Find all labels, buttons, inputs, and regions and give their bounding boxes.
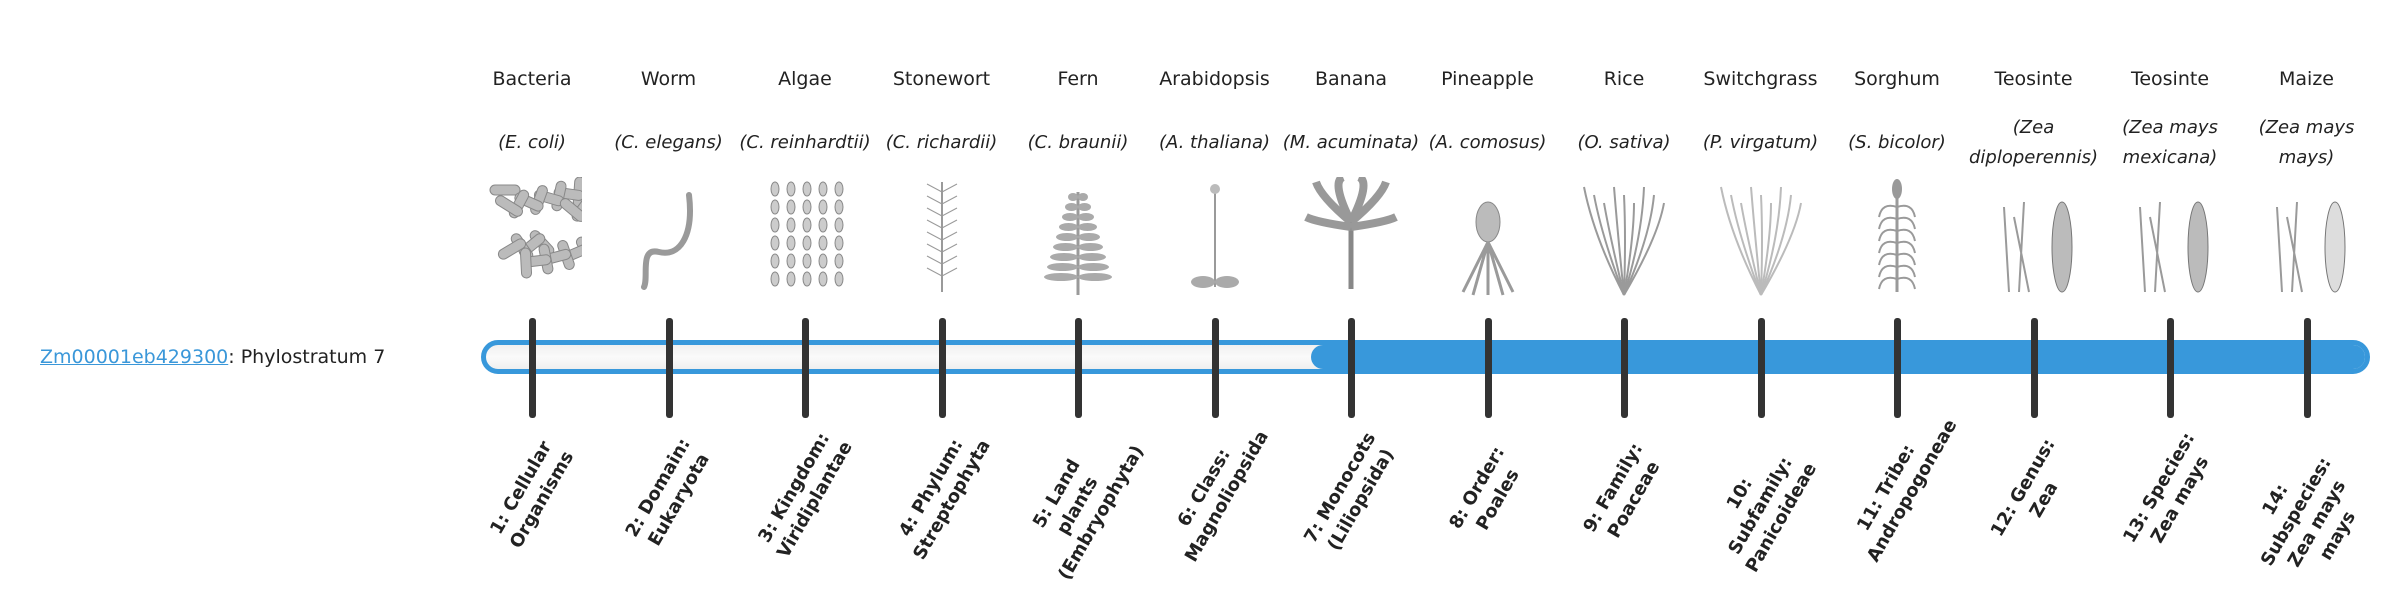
bacteria-illustration [482,176,597,297]
scientific-name-cell: (Zea mays mays) [2231,108,2383,178]
fern-illustration [1028,177,1128,297]
gene-id-link[interactable]: Zm00001eb429300 [40,346,229,368]
taxonomic-rank-label: 6: Class: Magnoliopsida [1173,427,1273,566]
common-name: Teosinte [2130,68,2210,90]
pineapple-illustration [1438,177,1538,297]
stratum-tick [1484,318,1492,418]
scientific-name-cell: (Zea mays mexicana) [2094,108,2246,178]
scientific-name: (C. richardii) [885,132,998,153]
phylostratum-bar [481,340,2370,374]
taxonomic-rank-label: 9: Family: Poaceae [1579,439,1665,542]
rice-illustration [1574,177,1674,297]
phylostratum-text: Phylostratum 7 [240,346,386,368]
scientific-name: (Zea mays mays) [2258,117,2355,168]
worm-illustration [619,177,719,297]
taxonomic-rank-label: 7: Monocots (Liliopsida) [1300,428,1399,555]
scientific-name: (Zea diploperennis) [1968,117,2099,168]
stratum-tick [938,318,946,418]
common-name: Switchgrass [1703,68,1818,90]
taxonomic-rank-label: 4: Phylum: Streptophyta [894,435,995,564]
scientific-name: (A. comosus) [1428,132,1547,153]
scientific-name: (E. coli) [498,132,566,153]
arabidopsis-illustration [1165,177,1265,297]
teosinte-illustration [1984,177,2084,297]
taxonomic-rank-label: 2: Domain: Eukaryota [620,434,714,550]
scientific-name: (Zea mays mexicana) [2122,117,2218,168]
taxonomic-rank-label: 13: Species: Zea mays [2119,429,2214,547]
stratum-tick [1211,318,1219,418]
stratum-tick [1348,318,1355,418]
scientific-name-cell: (C. elegans) [593,108,745,178]
scientific-name: (M. acuminata) [1282,132,1420,153]
common-name: Sorghum [1854,68,1940,90]
taxonomic-rank-label: 3: Kingdom: Viridiplantae [754,429,857,562]
scientific-name: (S. bicolor) [1848,132,1946,153]
banana-illustration [1301,173,1401,297]
common-name: Fern [1057,68,1099,90]
taxonomic-rank-label: 14: Subspecies: Zea mays mays [2256,453,2360,571]
teosinte-mexicana-illustration [2120,177,2220,297]
scientific-name-cell: (S. bicolor) [1821,108,1973,178]
maize-illustration [2257,177,2357,297]
scientific-name-cell: (M. acuminata) [1275,108,1427,178]
common-name: Banana [1314,68,1388,90]
stratum-tick [2030,318,2038,418]
scientific-name-cell: (P. virgatum) [1685,108,1837,178]
scientific-name: (C. elegans) [614,132,723,153]
phylostratum-bar-fill [1311,345,2365,369]
scientific-name-cell: (C. reinhardtii) [729,108,881,178]
scientific-name-cell: (E. coli) [456,108,608,178]
sorghum-illustration [1847,177,1947,297]
scientific-name-cell: (Zea diploperennis) [1958,108,2110,178]
scientific-name-cell: (C. braunii) [1002,108,1154,178]
gene-phylostratum-label: Zm00001eb429300: Phylostratum 7 [40,340,385,374]
taxonomic-rank-label: 8: Order: Poales [1444,442,1524,534]
scientific-name-cell: (O. sativa) [1548,108,1700,178]
scientific-name-cell: (A. thaliana) [1139,108,1291,178]
scientific-name-cell: (C. richardii) [866,108,1018,178]
common-name: Worm [640,68,697,90]
common-name: Rice [1603,68,1645,90]
common-name: Teosinte [1994,68,2073,90]
taxonomic-rank-label: 10: Subfamily: Panicoideae [1722,453,1821,577]
taxonomic-rank-label: 5: Land plants (Embryophyta) [1028,441,1149,584]
common-name: Arabidopsis [1159,68,1270,90]
stratum-tick [1894,318,1901,418]
common-name: Maize [2279,68,2334,90]
common-name: Bacteria [492,68,572,90]
algae-illustration [755,177,855,297]
taxonomic-rank-label: 1: Cellular Organisms [486,437,579,552]
scientific-name: (A. thaliana) [1158,132,1271,153]
stratum-tick [802,318,809,418]
stratum-tick [529,318,536,418]
stratum-tick [2167,318,2174,418]
separator: : [228,346,241,368]
stratum-tick [1757,318,1765,418]
common-name: Algae [778,68,832,90]
stratum-tick [1075,318,1082,418]
stratum-tick [1621,318,1628,418]
scientific-name: (O. sativa) [1577,132,1671,153]
taxonomic-rank-label: 12: Genus: Zea [1986,435,2062,541]
common-name: Pineapple [1441,68,1534,90]
scientific-name: (C. braunii) [1027,132,1129,153]
stratum-tick [2303,318,2311,418]
common-name: Stonewort [892,68,991,90]
taxonomic-rank-label: 11: Tribe: Andropogoneae [1853,415,1962,566]
scientific-name-cell: (A. comosus) [1412,108,1564,178]
stonewort-illustration [892,177,992,297]
switchgrass-illustration [1711,177,1811,297]
scientific-name: (C. reinhardtii) [739,132,871,153]
scientific-name: (P. virgatum) [1702,132,1819,153]
stratum-tick [665,318,673,418]
